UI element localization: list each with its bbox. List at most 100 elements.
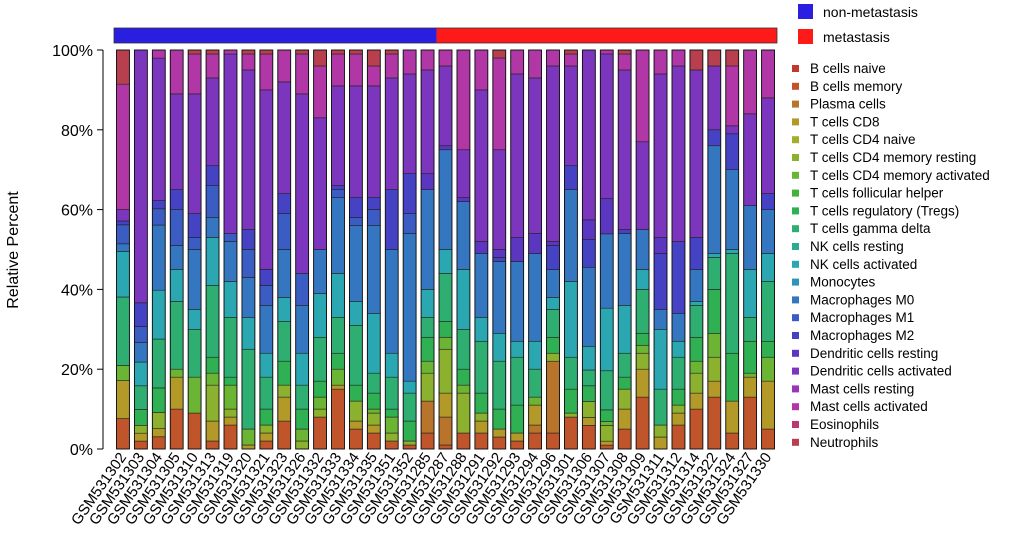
bar-segment — [402, 440, 417, 446]
bar-segment — [241, 444, 256, 450]
series-legend: B cells naive B cells memory Plasma cells T… — [792, 61, 990, 450]
bar-segment — [582, 424, 596, 450]
bar-segment — [331, 384, 345, 390]
bar-segment — [295, 53, 309, 95]
bar-segment — [152, 208, 166, 226]
bar-segment — [707, 257, 722, 290]
bar-segment — [169, 209, 184, 246]
bar-column — [151, 49, 166, 450]
bar-segment — [600, 198, 614, 235]
bar-segment — [313, 336, 327, 382]
bar-segment — [564, 281, 578, 358]
bar-segment — [617, 305, 632, 354]
bar-segment — [402, 73, 417, 174]
y-tick-label: 20% — [61, 362, 93, 379]
series-legend-label: Mast cells resting — [810, 381, 914, 396]
bar-column — [420, 49, 435, 450]
bar-segment — [438, 145, 453, 151]
bar-segment — [617, 352, 632, 378]
group-annotation-bar — [113, 27, 778, 44]
bar-segment — [367, 225, 381, 314]
group-legend-swatch — [798, 29, 813, 44]
bar-segment — [295, 49, 309, 55]
bar-segment — [331, 273, 345, 318]
bar-segment — [205, 217, 220, 238]
bar-segment — [259, 352, 274, 378]
bar-segment — [600, 233, 614, 309]
bar-segment — [438, 336, 453, 350]
bar-column — [761, 49, 775, 450]
bar-segment — [169, 93, 184, 190]
bar-segment — [367, 49, 381, 67]
bar-segment — [546, 241, 560, 246]
bar-segment — [438, 249, 453, 274]
bar-segment — [635, 352, 650, 370]
bar-segment — [223, 233, 238, 242]
bar-segment — [510, 340, 524, 358]
bar-segment — [564, 388, 578, 414]
bar-segment — [277, 81, 291, 194]
bar-segment — [152, 49, 166, 59]
bar-segment — [349, 53, 363, 87]
bar-outline — [725, 49, 740, 450]
bar-segment — [528, 396, 542, 406]
bar-segment — [367, 85, 381, 198]
bar-segment — [420, 189, 435, 290]
bar-segment — [384, 352, 399, 378]
bar-segment — [169, 49, 184, 95]
series-legend-swatch — [792, 403, 799, 411]
series-legend-label: T cells gamma delta — [810, 221, 931, 236]
bar-segment — [492, 49, 507, 59]
bar-segment — [510, 261, 524, 342]
bar-segment — [725, 249, 739, 254]
bar-segment — [367, 408, 381, 414]
bar-segment — [743, 205, 757, 270]
bar-column — [349, 49, 363, 450]
bar-segment — [474, 412, 489, 422]
bar-segment — [277, 213, 291, 250]
bar-segment — [223, 53, 238, 234]
bar-column — [617, 49, 632, 450]
bar-segment — [134, 385, 148, 410]
bar-segment — [582, 49, 596, 221]
bar-segment — [331, 85, 345, 186]
bar-segment — [707, 129, 722, 147]
bar-segment — [564, 53, 578, 67]
bar-segment — [528, 404, 542, 426]
bar-segment — [187, 376, 202, 414]
bar-segment — [617, 376, 632, 390]
bar-segment — [564, 412, 578, 418]
bar-column — [331, 49, 345, 450]
bar-column — [241, 49, 256, 450]
bar-segment — [456, 328, 471, 370]
bar-segment — [474, 89, 489, 242]
bar-segment — [313, 65, 327, 119]
bar-segment — [420, 69, 435, 174]
bar-segment — [725, 432, 739, 450]
y-axis-label: Relative Percent — [5, 191, 22, 309]
bar-segment — [259, 49, 274, 55]
group-bar-segment — [114, 28, 437, 43]
bar-segment — [492, 436, 507, 450]
series-legend-label: Dendritic cells activated — [810, 364, 952, 379]
bar-segment — [725, 125, 739, 135]
bar-segment — [116, 296, 130, 366]
bar-segment — [241, 428, 256, 446]
bar-segment — [402, 392, 417, 422]
bar-segment — [349, 384, 363, 402]
bar-segment — [564, 416, 578, 450]
bar-segment — [402, 213, 417, 234]
bar-segment — [349, 400, 363, 422]
bar-segment — [223, 376, 238, 386]
series-legend-swatch — [792, 332, 799, 339]
bar-segment — [367, 209, 381, 226]
bar-outline — [277, 49, 292, 450]
bar-column — [689, 49, 704, 450]
bar-segment — [635, 344, 650, 354]
bar-segment — [420, 432, 435, 450]
bar-segment — [295, 352, 309, 386]
bar-segment — [241, 53, 256, 71]
bar-segment — [420, 317, 435, 338]
bar-outline — [241, 49, 256, 450]
bar-segment — [277, 297, 291, 322]
